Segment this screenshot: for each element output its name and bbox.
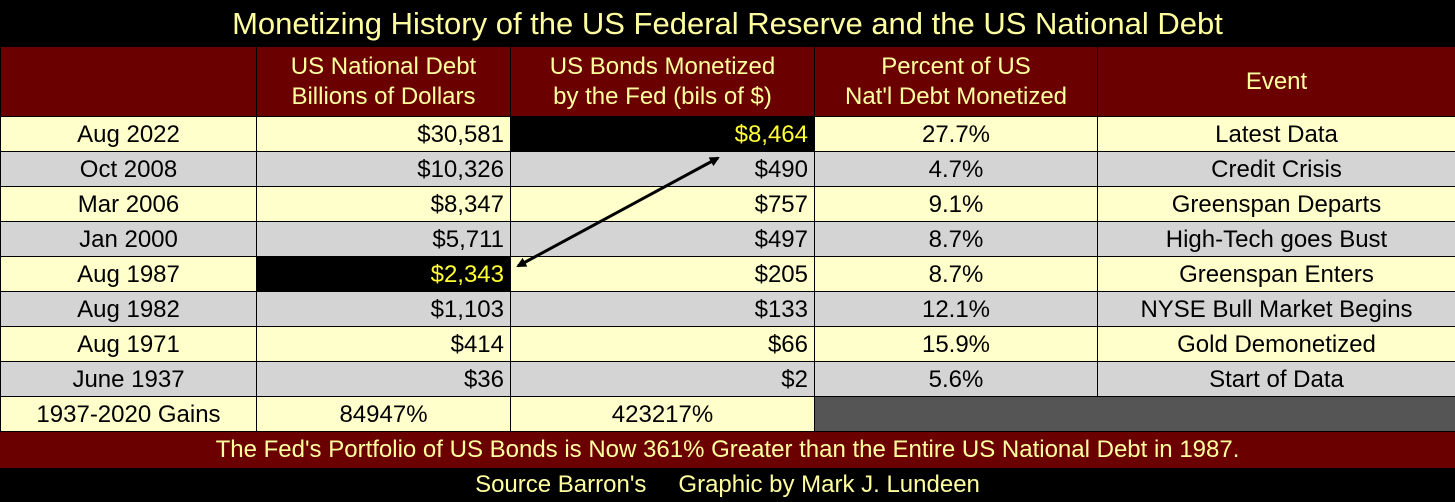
table-row: Jan 2000 $5,711 $497 8.7% High-Tech goes Bus…: [0, 221, 1455, 257]
header-monetized: US Bonds Monetized by the Fed (bils of $): [510, 46, 815, 117]
monetizing-table: US National Debt Billions of Dollars US B…: [0, 46, 1455, 432]
credits-bar: Source Barron's Graphic by Mark J. Lundee…: [0, 468, 1455, 502]
cell-debt: $36: [256, 361, 511, 397]
gains-row: 1937-2020 Gains 84947% 423217%: [0, 396, 1455, 432]
cell-event: Greenspan Departs: [1097, 186, 1455, 222]
table-row: Mar 2006 $8,347 $757 9.1% Greenspan Departs: [0, 186, 1455, 222]
cell-monetized: $8,464: [510, 116, 815, 152]
cell-debt: $8,347: [256, 186, 511, 222]
header-debt: US National Debt Billions of Dollars: [256, 46, 511, 117]
header-percent: Percent of US Nat'l Debt Monetized: [814, 46, 1098, 117]
gains-label: 1937-2020 Gains: [0, 396, 257, 432]
footer-statement: The Fed's Portfolio of US Bonds is Now 3…: [0, 432, 1455, 468]
chart-title: Monetizing History of the US Federal Res…: [0, 0, 1455, 46]
cell-date: Aug 1971: [0, 326, 257, 362]
table-row: June 1937 $36 $2 5.6% Start of Data: [0, 361, 1455, 397]
table-row: Aug 1987 $2,343 $205 8.7% Greenspan Enters: [0, 256, 1455, 292]
cell-debt: $30,581: [256, 116, 511, 152]
cell-percent: 12.1%: [814, 291, 1098, 327]
header-event: Event: [1097, 46, 1455, 117]
table-row: Aug 1982 $1,103 $133 12.1% NYSE Bull Market …: [0, 291, 1455, 327]
cell-debt: $1,103: [256, 291, 511, 327]
cell-percent: 27.7%: [814, 116, 1098, 152]
gains-debt: 84947%: [256, 396, 511, 432]
cell-percent: 9.1%: [814, 186, 1098, 222]
cell-percent: 8.7%: [814, 256, 1098, 292]
cell-monetized: $490: [510, 151, 815, 187]
cell-event: High-Tech goes Bust: [1097, 221, 1455, 257]
table-row: Aug 2022 $30,581 $8,464 27.7% Latest Data: [0, 116, 1455, 152]
cell-event: Greenspan Enters: [1097, 256, 1455, 292]
cell-percent: 5.6%: [814, 361, 1098, 397]
cell-debt: $10,326: [256, 151, 511, 187]
cell-event: NYSE Bull Market Begins: [1097, 291, 1455, 327]
author-credit: Graphic by Mark J. Lundeen: [678, 471, 980, 498]
cell-date: June 1937: [0, 361, 257, 397]
cell-date: Aug 1982: [0, 291, 257, 327]
header-blank: [0, 46, 257, 117]
gains-blank: [814, 396, 1455, 432]
cell-date: Mar 2006: [0, 186, 257, 222]
cell-debt: $5,711: [256, 221, 511, 257]
cell-monetized: $205: [510, 256, 815, 292]
cell-monetized: $497: [510, 221, 815, 257]
cell-monetized: $66: [510, 326, 815, 362]
cell-date: Jan 2000: [0, 221, 257, 257]
cell-debt: $414: [256, 326, 511, 362]
cell-monetized: $2: [510, 361, 815, 397]
cell-percent: 15.9%: [814, 326, 1098, 362]
cell-date: Oct 2008: [0, 151, 257, 187]
gains-monetized: 423217%: [510, 396, 815, 432]
cell-percent: 4.7%: [814, 151, 1098, 187]
cell-event: Latest Data: [1097, 116, 1455, 152]
cell-event: Start of Data: [1097, 361, 1455, 397]
cell-percent: 8.7%: [814, 221, 1098, 257]
cell-event: Gold Demonetized: [1097, 326, 1455, 362]
table-row: Oct 2008 $10,326 $490 4.7% Credit Crisis: [0, 151, 1455, 187]
source-credit: Source Barron's: [475, 471, 647, 498]
cell-monetized: $757: [510, 186, 815, 222]
cell-monetized: $133: [510, 291, 815, 327]
cell-debt: $2,343: [256, 256, 511, 292]
cell-date: Aug 1987: [0, 256, 257, 292]
cell-date: Aug 2022: [0, 116, 257, 152]
table-row: Aug 1971 $414 $66 15.9% Gold Demonetized: [0, 326, 1455, 362]
table-header-row: US National Debt Billions of Dollars US B…: [0, 46, 1455, 117]
cell-event: Credit Crisis: [1097, 151, 1455, 187]
